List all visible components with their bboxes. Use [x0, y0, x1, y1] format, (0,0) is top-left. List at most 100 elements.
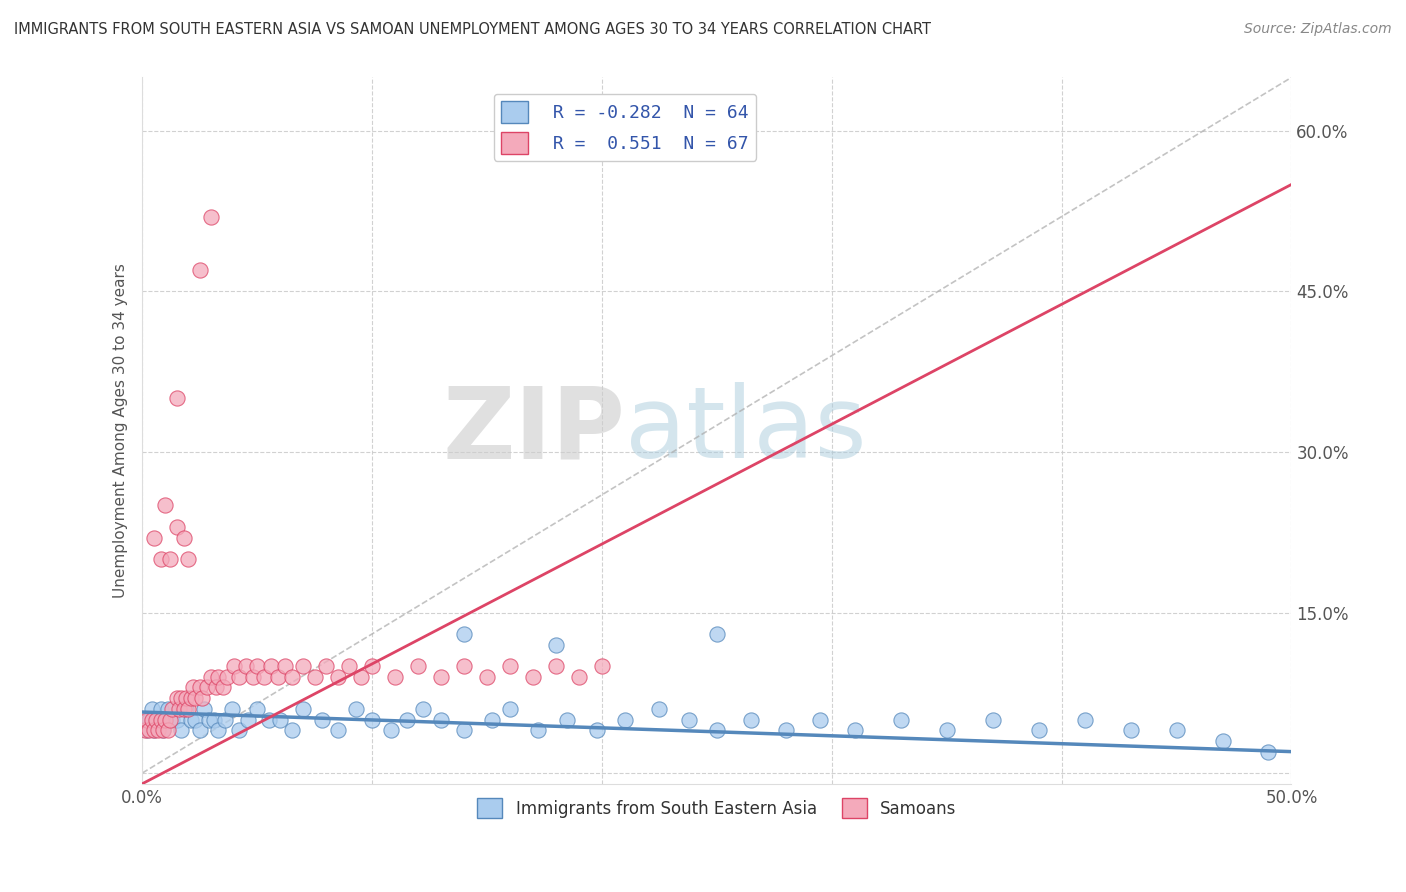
Point	[166, 392, 188, 406]
Point	[188, 723, 211, 738]
Point	[166, 691, 188, 706]
Point	[361, 659, 384, 673]
Point	[170, 691, 193, 706]
Point	[184, 713, 207, 727]
Point	[152, 723, 174, 738]
Text: atlas: atlas	[624, 382, 866, 479]
Point	[613, 713, 636, 727]
Point	[193, 702, 215, 716]
Point	[274, 659, 297, 673]
Point	[145, 713, 167, 727]
Point	[453, 627, 475, 641]
Point	[160, 702, 183, 716]
Point	[236, 713, 259, 727]
Point	[145, 713, 167, 727]
Point	[311, 713, 333, 727]
Point	[395, 713, 418, 727]
Point	[207, 723, 229, 738]
Point	[191, 691, 214, 706]
Point	[207, 670, 229, 684]
Point	[177, 552, 200, 566]
Point	[235, 659, 257, 673]
Point	[1028, 723, 1050, 738]
Point	[221, 702, 243, 716]
Point	[138, 723, 160, 738]
Point	[568, 670, 591, 684]
Point	[200, 210, 222, 224]
Point	[775, 723, 797, 738]
Point	[326, 670, 349, 684]
Point	[412, 702, 434, 716]
Point	[149, 713, 172, 727]
Point	[195, 681, 218, 695]
Point	[180, 713, 202, 727]
Point	[170, 723, 193, 738]
Point	[557, 713, 579, 727]
Text: ZIP: ZIP	[441, 382, 624, 479]
Point	[159, 552, 181, 566]
Point	[315, 659, 337, 673]
Point	[253, 670, 276, 684]
Point	[648, 702, 671, 716]
Legend: Immigrants from South Eastern Asia, Samoans: Immigrants from South Eastern Asia, Samo…	[471, 791, 963, 825]
Point	[453, 659, 475, 673]
Point	[361, 713, 384, 727]
Point	[155, 713, 177, 727]
Point	[430, 713, 453, 727]
Point	[167, 702, 190, 716]
Point	[173, 702, 195, 716]
Point	[142, 531, 165, 545]
Point	[380, 723, 402, 738]
Point	[155, 713, 177, 727]
Point	[200, 670, 222, 684]
Point	[166, 520, 188, 534]
Point	[292, 702, 315, 716]
Point	[134, 723, 156, 738]
Point	[156, 723, 179, 738]
Point	[1257, 745, 1279, 759]
Point	[304, 670, 326, 684]
Point	[174, 702, 197, 716]
Point	[141, 713, 163, 727]
Point	[344, 702, 367, 716]
Point	[246, 659, 269, 673]
Point	[142, 723, 165, 738]
Point	[678, 713, 700, 727]
Point	[156, 702, 179, 716]
Point	[174, 691, 197, 706]
Text: IMMIGRANTS FROM SOUTH EASTERN ASIA VS SAMOAN UNEMPLOYMENT AMONG AGES 30 TO 34 YE: IMMIGRANTS FROM SOUTH EASTERN ASIA VS SA…	[14, 22, 931, 37]
Point	[217, 670, 239, 684]
Point	[138, 713, 160, 727]
Point	[337, 659, 360, 673]
Point	[141, 702, 163, 716]
Point	[188, 263, 211, 277]
Point	[406, 659, 429, 673]
Text: Source: ZipAtlas.com: Source: ZipAtlas.com	[1244, 22, 1392, 37]
Point	[453, 723, 475, 738]
Point	[148, 723, 170, 738]
Point	[228, 670, 250, 684]
Point	[1073, 713, 1095, 727]
Point	[499, 659, 522, 673]
Point	[260, 659, 283, 673]
Point	[844, 723, 866, 738]
Point	[181, 681, 204, 695]
Point	[591, 659, 613, 673]
Point	[808, 713, 831, 727]
Point	[224, 659, 246, 673]
Point	[280, 670, 302, 684]
Point	[740, 713, 762, 727]
Point	[177, 702, 200, 716]
Point	[188, 681, 211, 695]
Point	[152, 723, 174, 738]
Point	[981, 713, 1004, 727]
Point	[166, 713, 188, 727]
Point	[148, 713, 170, 727]
Point	[890, 713, 912, 727]
Point	[1166, 723, 1188, 738]
Point	[544, 638, 567, 652]
Point	[202, 713, 225, 727]
Point	[149, 702, 172, 716]
Point	[526, 723, 548, 738]
Point	[706, 723, 728, 738]
